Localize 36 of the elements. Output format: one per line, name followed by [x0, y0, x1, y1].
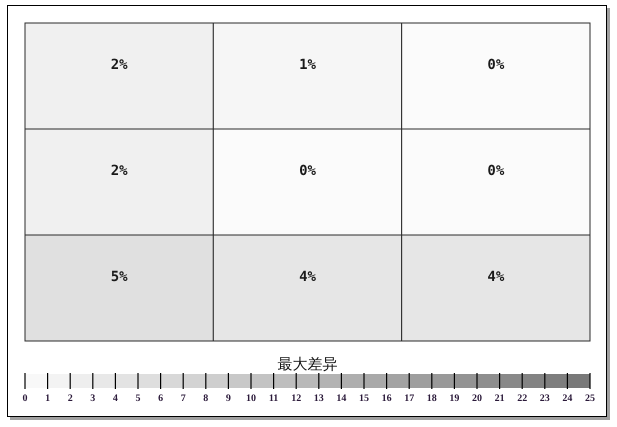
color-bar-title: 最大差异	[278, 356, 338, 373]
color-bar-label: 6	[158, 393, 164, 404]
color-bar-label: 0	[22, 393, 28, 404]
data-label: 4%	[299, 269, 316, 286]
color-bar-label: 5	[136, 393, 140, 404]
color-bar-label: 19	[449, 393, 460, 404]
color-bar-label: 15	[359, 393, 369, 404]
color-bar-label: 14	[336, 393, 346, 404]
color-bar-label: 3	[90, 393, 96, 404]
data-label: 2%	[110, 163, 128, 180]
color-bar-label: 10	[246, 393, 256, 404]
color-bar-label: 22	[517, 393, 528, 404]
color-bar-label: 2	[68, 393, 73, 404]
color-bar-label: 21	[494, 393, 505, 404]
color-bar-label: 18	[426, 393, 437, 404]
data-label: 1%	[299, 57, 316, 74]
data-label: 4%	[487, 269, 505, 286]
color-bar-label: 7	[180, 393, 186, 404]
color-bar-label: 12	[291, 393, 302, 404]
color-bar-label: 11	[268, 393, 278, 404]
color-bar-label: 9	[226, 393, 231, 404]
color-bar-label: 1	[45, 393, 50, 404]
color-bar-label: 4	[112, 393, 118, 404]
data-label: 0%	[487, 57, 505, 74]
color-bar-label: 13	[314, 393, 324, 404]
color-bar-label: 17	[404, 393, 414, 404]
data-label: 0%	[299, 163, 316, 180]
data-label: 0%	[487, 163, 505, 180]
data-label: 2%	[110, 57, 128, 74]
color-bar-label: 16	[382, 393, 392, 404]
data-label: 5%	[110, 269, 128, 286]
color-bar-label: 20	[472, 393, 482, 404]
color-bar-label: 23	[540, 393, 550, 404]
color-bar-label: 25	[585, 393, 595, 404]
color-bar-label: 8	[203, 393, 208, 404]
color-bar-label: 24	[562, 393, 572, 404]
